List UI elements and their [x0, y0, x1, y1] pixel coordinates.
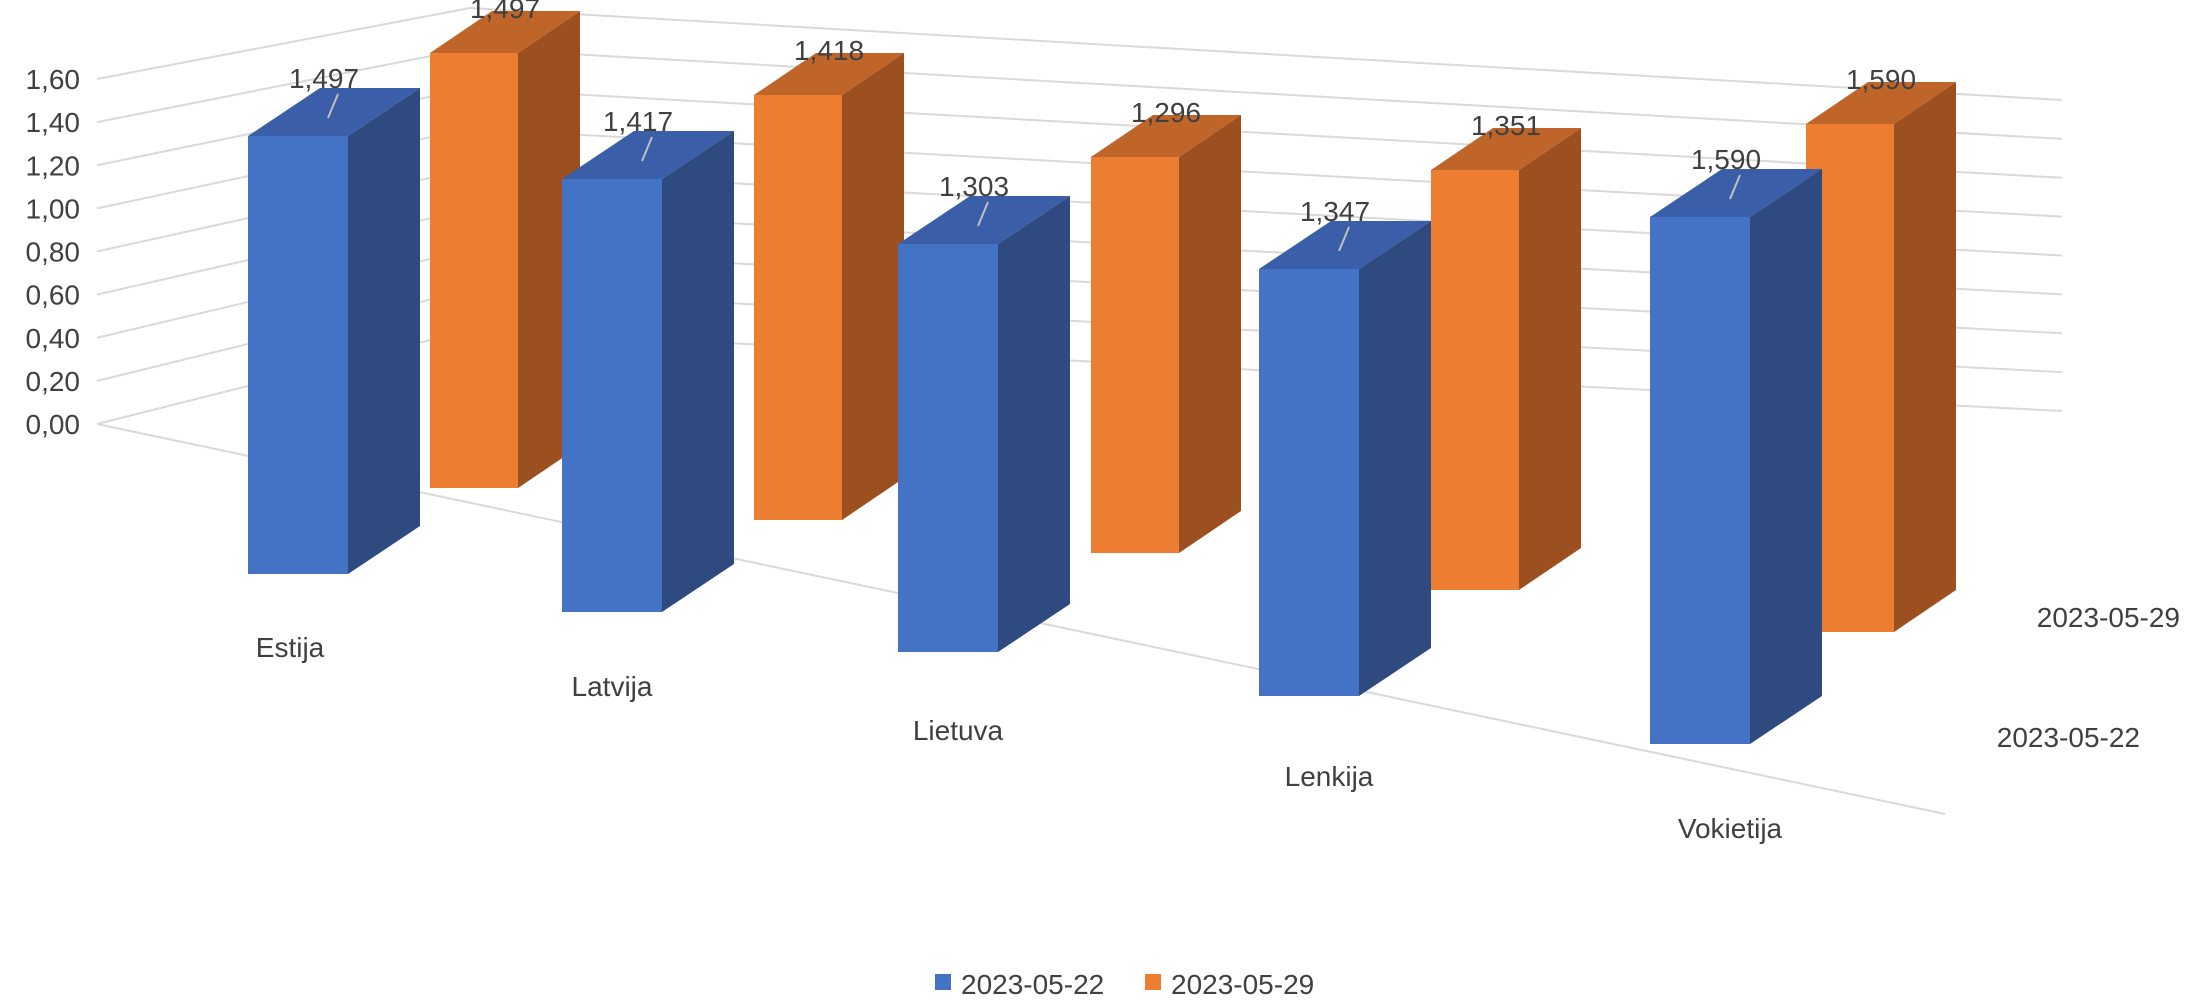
bar-back-side — [1519, 128, 1581, 590]
data-label: 1,347 — [1300, 196, 1370, 227]
bar-back-top — [1806, 82, 1956, 124]
category-label: Latvija — [572, 671, 653, 702]
bar-front-top — [898, 196, 1070, 244]
y-tick-label: 0,80 — [26, 237, 81, 268]
y-tick-label: 0,40 — [26, 323, 81, 354]
bar-back — [1091, 157, 1179, 553]
leader-line — [977, 201, 989, 227]
gridline-back — [469, 7, 2063, 101]
leader-line — [1338, 226, 1350, 252]
bar-back — [1431, 170, 1519, 590]
legend-swatch — [1145, 974, 1161, 990]
category-label: Lietuva — [913, 715, 1004, 746]
bar-front — [248, 136, 348, 574]
bar-front-top — [1259, 221, 1431, 269]
leader-line — [641, 136, 653, 162]
data-label: 1,351 — [1471, 110, 1541, 141]
bar-back-top — [1431, 128, 1581, 170]
y-tick-label: 1,20 — [26, 150, 81, 181]
series-2023-05-29 — [430, 11, 1956, 632]
bar-front-side — [1359, 221, 1431, 696]
bar-front-side — [662, 131, 734, 612]
gridline-back — [469, 87, 2063, 179]
legend-swatch — [935, 974, 951, 990]
category-label: Estija — [256, 632, 325, 663]
depth-axis-labels: 2023-05-29 2023-05-22 — [1997, 602, 2180, 753]
bar-front-side — [998, 196, 1070, 652]
gridline-back — [469, 47, 2063, 140]
data-label: 1,590 — [1846, 64, 1916, 95]
leader-line — [327, 93, 339, 119]
bar-back-top — [754, 53, 904, 95]
depth-axis-label: 2023-05-22 — [1997, 722, 2140, 753]
data-label: 1,497 — [289, 63, 359, 94]
bar-front — [562, 179, 662, 612]
legend-label: 2023-05-29 — [1171, 969, 1314, 997]
y-tick-label: 0,60 — [26, 280, 81, 311]
gridline-left — [96, 7, 471, 80]
category-label: Vokietija — [1678, 813, 1783, 844]
bar-back — [430, 53, 518, 488]
bar-front — [1650, 217, 1750, 744]
legend-item: 2023-05-22 — [935, 969, 1104, 1000]
bar-back-top — [1091, 115, 1241, 157]
bar-front — [898, 244, 998, 652]
data-label: 1,590 — [1691, 144, 1761, 175]
bar-front-side — [348, 88, 420, 574]
bar-back — [1806, 124, 1894, 632]
gridline-left — [96, 47, 471, 124]
y-tick-label: 1,00 — [26, 193, 81, 224]
legend-item: 2023-05-29 — [1145, 969, 1314, 1000]
leader-line — [1729, 174, 1741, 200]
data-label: 1,296 — [1131, 97, 1201, 128]
y-axis-ticks: 0,00 0,20 0,40 0,60 0,80 1,00 1,20 1,40 1,60 — [26, 64, 81, 440]
category-label: Lenkija — [1285, 761, 1374, 792]
bar-front-top — [562, 131, 734, 179]
bar-back-side — [842, 53, 904, 520]
data-label: 1,303 — [939, 171, 1009, 202]
bar-front — [1259, 269, 1359, 696]
x-axis-categories: Estija Latvija Lietuva Lenkija Vokietija — [256, 632, 1783, 844]
y-tick-label: 1,40 — [26, 107, 81, 138]
bar-back-side — [1894, 82, 1956, 632]
bar-back-side — [1179, 115, 1241, 553]
legend: 2023-05-22 2023-05-29 — [935, 969, 1314, 1000]
data-label: 1,417 — [603, 106, 673, 137]
data-label: 1,418 — [794, 35, 864, 66]
bar-front-top — [1650, 169, 1822, 217]
bar-back — [754, 95, 842, 520]
data-labels: 1,497 1,418 1,296 1,351 1,590 1,497 1,417 1,303… — [289, 0, 1916, 252]
y-tick-label: 0,00 — [26, 409, 81, 440]
y-tick-label: 0,20 — [26, 366, 81, 397]
data-label: 1,497 — [470, 0, 540, 24]
y-tick-label: 1,60 — [26, 64, 81, 95]
series-2023-05-22 — [248, 88, 1822, 744]
depth-axis-label: 2023-05-29 — [2037, 602, 2180, 633]
bar-front-top — [248, 88, 420, 136]
bar-front-side — [1750, 169, 1822, 744]
bar-back-top — [430, 11, 580, 53]
legend-label: 2023-05-22 — [961, 969, 1104, 997]
